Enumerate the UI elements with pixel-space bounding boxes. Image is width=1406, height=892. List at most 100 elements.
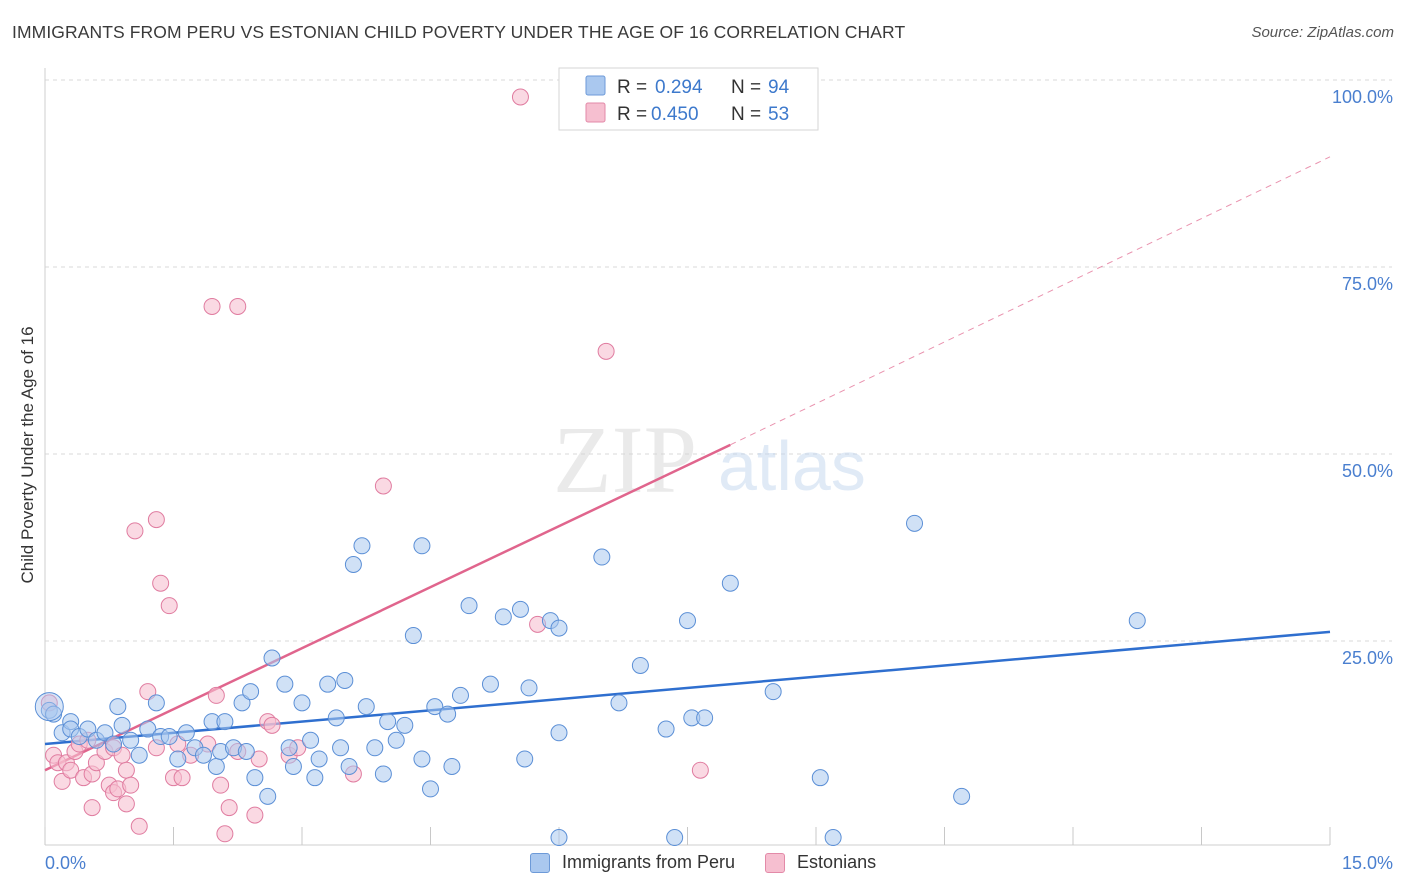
estonians-point <box>117 761 135 779</box>
legend-r-value: 0.450 <box>651 104 699 125</box>
peru-point <box>481 675 499 693</box>
bottom-legend: Immigrants from Peru Estonians <box>530 852 906 873</box>
legend-n-label: N = <box>731 77 761 98</box>
peru-point <box>293 694 311 712</box>
peru-point <box>160 728 178 746</box>
peru-point <box>439 705 457 723</box>
peru-point <box>233 694 251 712</box>
peru-point <box>79 720 97 738</box>
peru-point <box>426 698 444 716</box>
peru-point <box>404 627 422 645</box>
peru-point <box>105 735 123 753</box>
peru-point <box>764 683 782 701</box>
legend-n-value: 53 <box>768 104 789 125</box>
peru-point <box>122 731 140 749</box>
peru-point <box>242 683 260 701</box>
estonians-point <box>62 761 80 779</box>
peru-point <box>906 514 924 532</box>
y-tick-label: 50.0% <box>1342 461 1393 481</box>
trend-lines <box>44 156 1331 772</box>
estonians-point <box>374 477 392 495</box>
peru-point-large <box>34 692 64 722</box>
peru-point <box>109 698 127 716</box>
estonians-point <box>122 776 140 794</box>
peru-point <box>263 649 281 667</box>
y-axis-label: Child Poverty Under the Age of 16 <box>18 326 37 584</box>
peru-point <box>130 746 148 764</box>
peru-point <box>194 746 212 764</box>
peru-point <box>280 739 298 757</box>
peru-point <box>387 731 405 749</box>
chart-title: IMMIGRANTS FROM PERU VS ESTONIAN CHILD P… <box>12 22 906 42</box>
watermark-atlas: atlas <box>718 427 866 505</box>
peru-point <box>237 743 255 760</box>
estonians-point <box>53 772 71 790</box>
legend-swatch-blue <box>585 75 606 96</box>
legend-n-value: 94 <box>768 77 790 98</box>
x-tick-label: 0.0% <box>45 853 86 873</box>
peru-point <box>1128 612 1146 630</box>
peru-point <box>593 548 611 566</box>
estonians-trend-extension <box>730 156 1331 446</box>
peru-point <box>374 765 392 783</box>
peru-point <box>550 619 568 637</box>
watermark-zip: ZIP <box>553 406 697 513</box>
estonians-point <box>263 716 281 734</box>
estonians-point <box>152 574 170 592</box>
legend-swatch-peru <box>530 852 550 873</box>
estonians-point <box>130 817 148 835</box>
legend-item-peru: Immigrants from Peru <box>530 852 735 873</box>
peru-point <box>494 608 512 626</box>
peru-point <box>396 716 414 734</box>
peru-points <box>34 514 1146 847</box>
peru-point <box>139 720 157 738</box>
peru-point <box>177 724 195 742</box>
estonians-point <box>126 522 144 540</box>
peru-point <box>327 709 345 727</box>
legend-swatch-estonians <box>765 852 786 873</box>
peru-point <box>302 731 320 749</box>
estonians-point <box>691 761 709 779</box>
estonians-point <box>87 754 105 772</box>
peru-point <box>443 757 461 775</box>
peru-point <box>516 750 534 768</box>
peru-point <box>520 679 538 697</box>
peru-point <box>353 537 371 555</box>
peru-point <box>657 720 675 738</box>
peru-point <box>413 537 431 555</box>
estonians-point <box>229 297 247 315</box>
estonians-point <box>212 776 230 794</box>
estonians-point <box>246 806 264 824</box>
peru-point <box>284 757 302 775</box>
peru-point <box>550 724 568 742</box>
peru-point <box>679 612 696 630</box>
estonians-point <box>216 825 234 843</box>
gridlines <box>45 79 1392 642</box>
legend-label-peru: Immigrants from Peru <box>562 852 736 872</box>
peru-point <box>216 713 234 731</box>
peru-point <box>811 769 829 787</box>
peru-point <box>340 757 358 775</box>
peru-point <box>344 556 362 573</box>
peru-point <box>207 757 225 775</box>
tick-labels: 25.0% 50.0% 75.0% 100.0% 0.0% 15.0% <box>45 87 1393 873</box>
peru-point <box>451 686 469 704</box>
peru-point <box>824 829 842 847</box>
peru-point <box>147 694 165 712</box>
estonians-point <box>511 88 529 106</box>
peru-point <box>631 656 649 674</box>
estonians-point <box>83 799 101 817</box>
estonians-point <box>203 297 221 315</box>
peru-point <box>721 574 739 592</box>
peru-point <box>336 671 354 689</box>
peru-point <box>550 829 568 847</box>
peru-point <box>610 694 628 712</box>
estonians-point <box>117 795 135 813</box>
peru-point <box>276 675 294 693</box>
peru-point <box>366 739 384 757</box>
estonians-point <box>139 683 157 701</box>
legend-r-label: R = <box>617 77 647 98</box>
estonians-point <box>147 511 165 529</box>
watermark: ZIP atlas <box>553 406 866 513</box>
